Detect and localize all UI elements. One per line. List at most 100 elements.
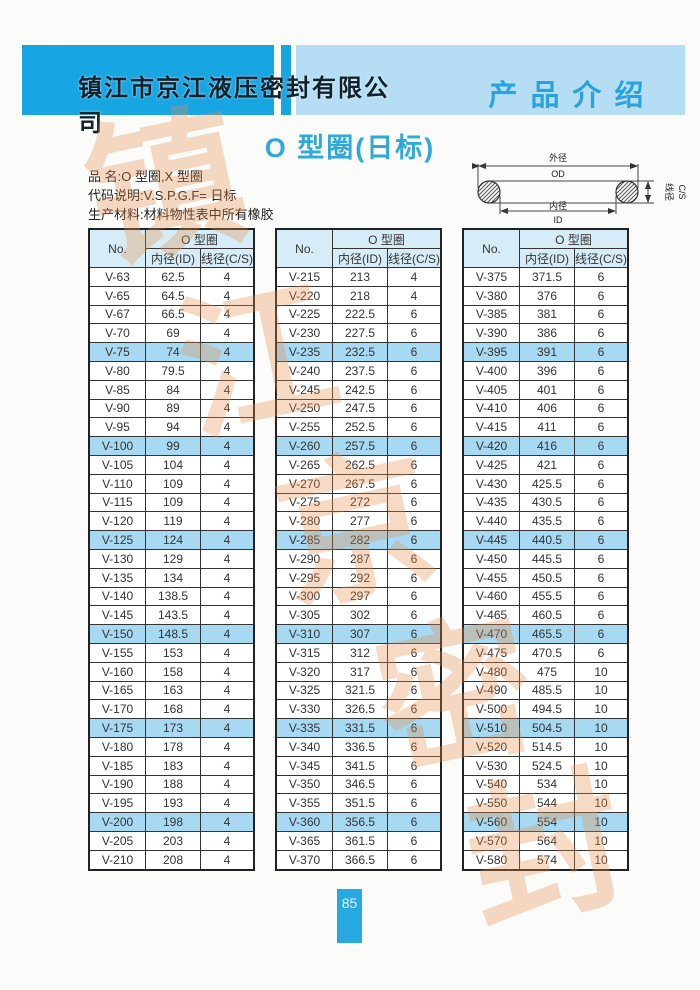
cell-wire-diameter: 6	[387, 849, 442, 871]
size-table-3: No. O 型圈 内径(ID) 线径(C/S) V-375 371.5 6 V-380 376 6…	[462, 228, 629, 871]
table-row: V-130 129 4	[88, 548, 255, 569]
table-row: V-550 544 10	[462, 793, 629, 814]
cell-no: V-550	[462, 793, 520, 814]
table-row: V-410 406 6	[462, 398, 629, 419]
cell-inner-diameter: 129	[145, 548, 201, 569]
cell-inner-diameter: 138.5	[145, 586, 201, 607]
table-row: V-580 574 10	[462, 849, 629, 871]
cs-label-cn: 线径	[664, 183, 675, 201]
cell-no: V-530	[462, 755, 520, 776]
cell-wire-diameter: 6	[574, 342, 629, 362]
cell-wire-diameter: 6	[574, 473, 629, 494]
cell-wire-diameter: 6	[387, 567, 442, 588]
cell-inner-diameter: 356.5	[332, 812, 388, 832]
table-row: V-160 158 4	[88, 661, 255, 682]
table-row: V-445 440.5 6	[462, 530, 629, 550]
cell-no: V-385	[462, 304, 520, 325]
column-header-no: No.	[462, 228, 520, 268]
cell-wire-diameter: 10	[574, 680, 629, 701]
cell-wire-diameter: 6	[574, 642, 629, 663]
cell-inner-diameter: 371.5	[519, 267, 575, 287]
cell-no: V-220	[275, 285, 333, 306]
table-row: V-560 554 10	[462, 812, 629, 832]
cell-no: V-355	[275, 793, 333, 814]
cell-wire-diameter: 6	[387, 830, 442, 851]
cell-inner-diameter: 421	[519, 454, 575, 475]
cell-inner-diameter: 386	[519, 323, 575, 344]
table-row: V-420 416 6	[462, 436, 629, 456]
cell-inner-diameter: 232.5	[332, 342, 388, 362]
cell-wire-diameter: 6	[387, 548, 442, 569]
cell-inner-diameter: 514.5	[519, 736, 575, 757]
cell-inner-diameter: 346.5	[332, 774, 388, 795]
cell-no: V-285	[275, 530, 333, 550]
cell-wire-diameter: 4	[200, 417, 255, 438]
table-row: V-90 89 4	[88, 398, 255, 419]
cell-inner-diameter: 544	[519, 793, 575, 814]
cell-no: V-570	[462, 830, 520, 851]
section-title: 产品介绍	[488, 78, 657, 112]
cell-no: V-290	[275, 548, 333, 569]
cell-no: V-130	[88, 548, 146, 569]
cell-no: V-145	[88, 605, 146, 626]
cell-no: V-135	[88, 567, 146, 588]
table-row: V-180 178 4	[88, 736, 255, 757]
cell-wire-diameter: 4	[200, 736, 255, 757]
table-row: V-135 134 4	[88, 567, 255, 588]
cell-wire-diameter: 4	[200, 398, 255, 419]
cell-inner-diameter: 470.5	[519, 642, 575, 663]
cell-no: V-210	[88, 849, 146, 871]
cell-inner-diameter: 435.5	[519, 511, 575, 532]
cs-label: C/S	[677, 184, 687, 199]
cell-no: V-560	[462, 812, 520, 832]
cell-inner-diameter: 465.5	[519, 624, 575, 644]
table-row: V-405 401 6	[462, 379, 629, 400]
cell-wire-diameter: 6	[574, 417, 629, 438]
cell-no: V-380	[462, 285, 520, 306]
cell-inner-diameter: 336.5	[332, 736, 388, 757]
cell-wire-diameter: 4	[200, 755, 255, 776]
table-row: V-440 435.5 6	[462, 511, 629, 532]
table-row: V-390 386 6	[462, 323, 629, 344]
cell-no: V-345	[275, 755, 333, 776]
cell-inner-diameter: 287	[332, 548, 388, 569]
cell-wire-diameter: 10	[574, 793, 629, 814]
cell-wire-diameter: 6	[387, 699, 442, 720]
cell-no: V-500	[462, 699, 520, 720]
table-row: V-205 203 4	[88, 830, 255, 851]
table-row: V-185 183 4	[88, 755, 255, 776]
cell-inner-diameter: 396	[519, 360, 575, 381]
cell-wire-diameter: 4	[200, 360, 255, 381]
cell-no: V-330	[275, 699, 333, 720]
cell-no: V-230	[275, 323, 333, 344]
table-row: V-400 396 6	[462, 360, 629, 381]
table-row: V-415 411 6	[462, 417, 629, 438]
cell-no: V-395	[462, 342, 520, 362]
table-row: V-310 307 6	[275, 624, 442, 644]
table-row: V-455 450.5 6	[462, 567, 629, 588]
id-label: ID	[554, 215, 564, 225]
cell-wire-diameter: 6	[387, 680, 442, 701]
cell-wire-diameter: 6	[574, 511, 629, 532]
table-row: V-145 143.5 4	[88, 605, 255, 626]
cell-no: V-190	[88, 774, 146, 795]
cell-no: V-370	[275, 849, 333, 871]
table-row: V-210 208 4	[88, 849, 255, 871]
column-group-header: O 型圈	[145, 228, 255, 249]
cell-inner-diameter: 262.5	[332, 454, 388, 475]
cell-wire-diameter: 4	[200, 548, 255, 569]
table-row: V-150 148.5 4	[88, 624, 255, 644]
cell-no: V-180	[88, 736, 146, 757]
product-name-line: 品 名:O 型圈,X 型圈	[88, 169, 203, 184]
header-band-company	[22, 45, 274, 115]
cell-wire-diameter: 6	[574, 530, 629, 550]
cell-wire-diameter: 6	[387, 398, 442, 419]
cell-no: V-350	[275, 774, 333, 795]
cell-wire-diameter: 6	[574, 624, 629, 644]
cell-inner-diameter: 282	[332, 530, 388, 550]
table-row: V-460 455.5 6	[462, 586, 629, 607]
table-row: V-470 465.5 6	[462, 624, 629, 644]
table-row: V-430 425.5 6	[462, 473, 629, 494]
cell-inner-diameter: 109	[145, 473, 201, 494]
